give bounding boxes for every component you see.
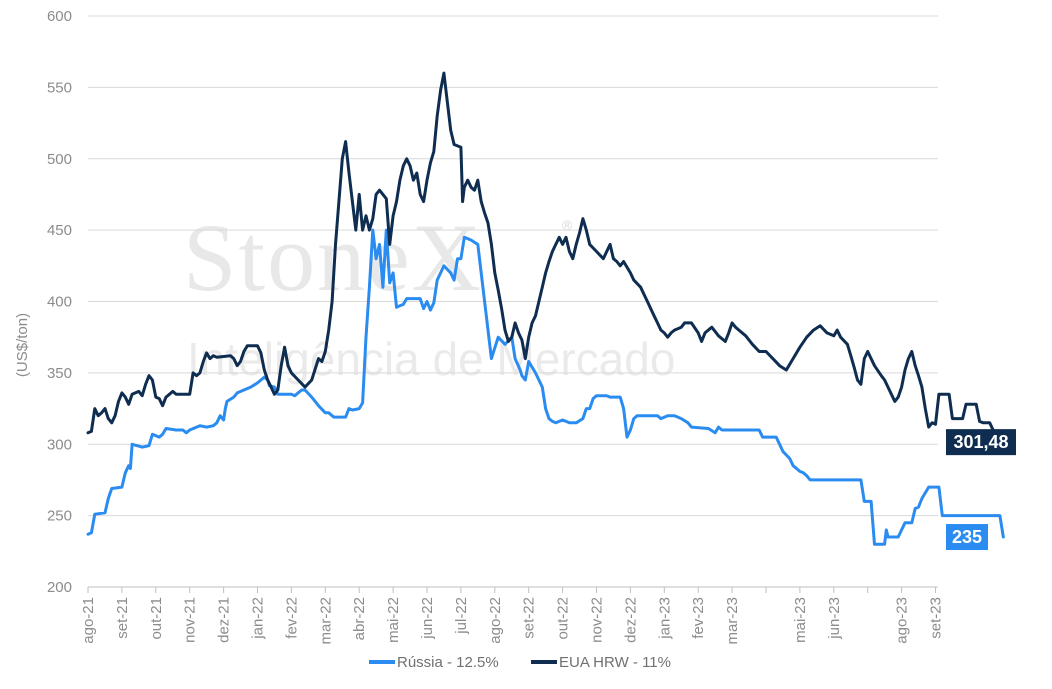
y-tick-label: 200 (47, 579, 72, 596)
x-tick-label: jun-22 (419, 597, 436, 640)
data-series (86, 71, 1007, 546)
x-tick-label: jan-22 (250, 597, 267, 640)
end-label-box (946, 524, 988, 551)
legend-label: EUA HRW - 11% (559, 654, 671, 671)
y-tick-label: 550 (47, 79, 72, 96)
y-axis-ticks: 200 250 300 350 400 450 500 550 600 (47, 8, 72, 596)
x-tick-label: mar-23 (724, 597, 741, 645)
x-tick-label: set-21 (114, 597, 131, 639)
x-tick-label: nov-21 (182, 597, 199, 643)
y-tick-label: 300 (47, 436, 72, 453)
x-tick-label: dez-22 (622, 597, 639, 643)
x-tick-label: ago-23 (894, 597, 911, 644)
y-tick-label: 600 (47, 8, 72, 25)
x-tick-label: ago-21 (80, 597, 97, 644)
end-value-labels: 235 301,48 (946, 429, 1016, 551)
watermark-registered-mark: ® (562, 217, 573, 233)
x-tick-label: nov-22 (589, 597, 606, 643)
series-line-russia (86, 228, 1005, 546)
legend-item-russia: Rússia - 12.5% (369, 654, 499, 671)
end-label-value: 235 (952, 527, 982, 547)
y-tick-label: 250 (47, 508, 72, 525)
y-tick-label: 400 (47, 294, 72, 311)
x-tick-label: mai-23 (792, 597, 809, 643)
end-label-box (946, 429, 1016, 456)
y-tick-label: 450 (47, 222, 72, 239)
x-tick-label: out-22 (555, 597, 572, 640)
y-tick-label: 500 (47, 151, 72, 168)
legend-label: Rússia - 12.5% (397, 654, 499, 671)
x-tick-label: jan-23 (656, 597, 673, 640)
x-tick-label: fev-23 (690, 597, 707, 639)
x-tick-label: fev-22 (283, 597, 300, 639)
x-tick-label: jul-22 (453, 597, 470, 635)
gridlines (88, 15, 938, 517)
x-tick-label: set-23 (928, 597, 945, 639)
x-tick-label: ago-22 (487, 597, 504, 644)
x-tick-label: abr-22 (351, 597, 368, 640)
watermark: StoneX ® Inteligência de Mercado (183, 204, 675, 385)
legend: Rússia - 12.5% EUA HRW - 11% (369, 654, 671, 671)
series-line-usa-hrw (86, 71, 1007, 452)
x-tick-label: out-21 (148, 597, 165, 640)
legend-item-usa-hrw: EUA HRW - 11% (531, 654, 671, 671)
x-tick-label: mar-22 (317, 597, 334, 645)
end-label-russia: 235 (946, 524, 988, 551)
y-tick-label: 350 (47, 365, 72, 382)
end-label-value: 301,48 (953, 432, 1008, 452)
x-tick-label: mai-22 (385, 597, 402, 643)
x-tick-label: set-22 (521, 597, 538, 639)
y-axis-label: (US$/ton) (14, 313, 31, 377)
x-tick-label: jun-23 (826, 597, 843, 640)
end-label-usa-hrw: 301,48 (946, 429, 1016, 456)
x-tick-label: dez-21 (216, 597, 233, 643)
watermark-subtitle: Inteligência de Mercado (187, 333, 675, 385)
x-axis: ago-21 set-21 out-21 nov-21 dez-21 jan-22 fev-… (80, 586, 945, 645)
